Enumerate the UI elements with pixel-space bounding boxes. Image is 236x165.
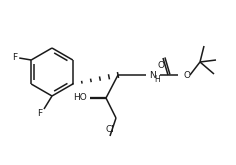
Text: HO: HO (73, 94, 87, 102)
Text: N: N (149, 70, 156, 80)
Text: F: F (38, 110, 42, 118)
Text: F: F (12, 52, 17, 62)
Text: O: O (183, 70, 190, 80)
Text: O: O (157, 61, 164, 69)
Text: H: H (154, 75, 160, 83)
Text: Cl: Cl (105, 126, 114, 134)
